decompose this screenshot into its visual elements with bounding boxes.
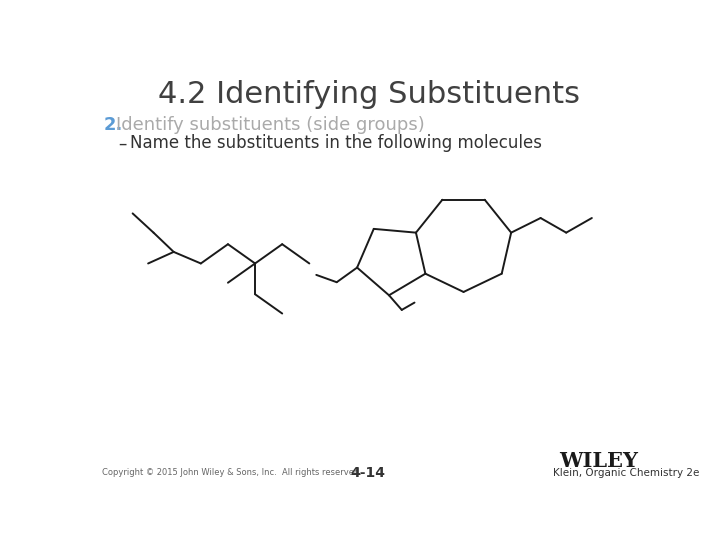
- Text: Copyright © 2015 John Wiley & Sons, Inc.  All rights reserved.: Copyright © 2015 John Wiley & Sons, Inc.…: [102, 468, 361, 477]
- Text: –: –: [118, 134, 126, 152]
- Text: 4-14: 4-14: [350, 466, 385, 480]
- Text: WILEY: WILEY: [559, 451, 638, 471]
- Text: 2.: 2.: [104, 116, 123, 134]
- Text: 4.2 Identifying Substituents: 4.2 Identifying Substituents: [158, 79, 580, 109]
- Text: Klein, Organic Chemistry 2e: Klein, Organic Chemistry 2e: [553, 468, 699, 478]
- Text: Identify substituents (side groups): Identify substituents (side groups): [117, 116, 425, 134]
- Text: Name the substituents in the following molecules: Name the substituents in the following m…: [130, 134, 542, 152]
